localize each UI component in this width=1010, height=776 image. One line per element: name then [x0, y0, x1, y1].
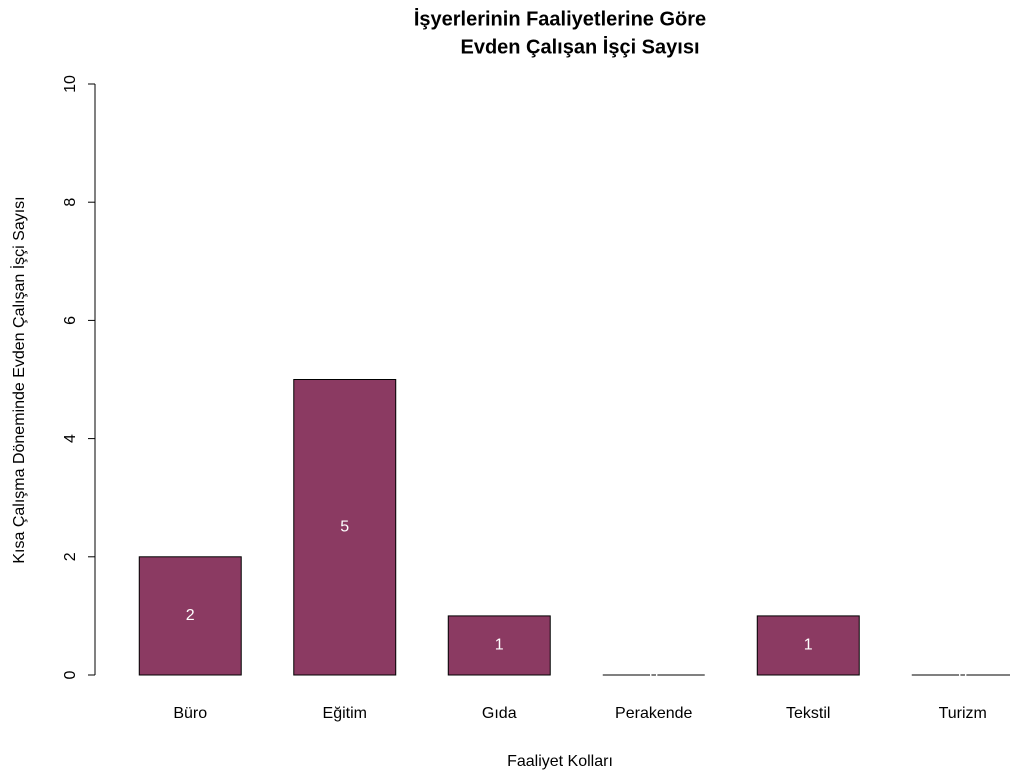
y-tick-label: 4	[62, 434, 79, 443]
x-axis-label: Faaliyet Kolları	[507, 753, 613, 770]
chart-title: Evden Çalışan İşçi Sayısı	[460, 35, 699, 58]
value-label: 0	[958, 666, 967, 683]
bar	[447, 615, 551, 676]
value-label: 1	[804, 637, 813, 654]
x-tick-label: Turizm	[939, 705, 987, 722]
x-tick-label: Gıda	[482, 705, 517, 722]
y-axis-label: Kısa Çalışma Döneminde Evden Çalışan İşç…	[9, 196, 28, 563]
value-label: 5	[340, 518, 349, 535]
y-tick-label: 2	[62, 552, 79, 561]
y-tick-label: 8	[62, 198, 79, 207]
bar	[293, 379, 397, 676]
x-tick-label: Eğitim	[323, 705, 367, 722]
y-tick-label: 6	[62, 316, 79, 325]
bar	[756, 615, 860, 676]
y-tick-label: 10	[62, 75, 79, 93]
value-label: 0	[649, 666, 658, 683]
chart-title: İşyerlerinin Faaliyetlerine Göre	[414, 7, 706, 30]
y-tick-label: 0	[62, 670, 79, 679]
bar	[138, 556, 242, 676]
x-tick-label: Tekstil	[786, 705, 830, 722]
x-tick-label: Perakende	[615, 705, 692, 722]
value-label: 2	[186, 607, 195, 624]
value-label: 1	[495, 637, 504, 654]
x-tick-label: Büro	[173, 705, 207, 722]
